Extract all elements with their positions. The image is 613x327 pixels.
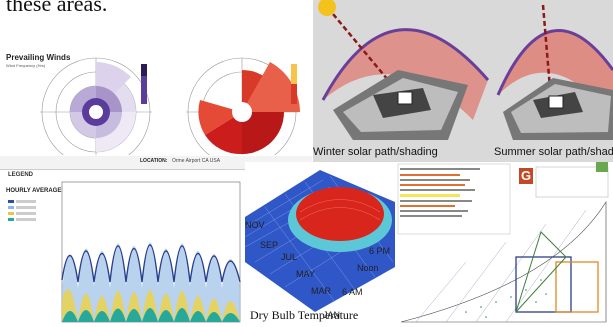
month-label-sep: SEP [260, 240, 279, 250]
dry-bulb-surface-panel: NOV SEP JUL MAY MAR JAN 6 AM Noon 6 PM D… [245, 162, 395, 327]
intro-text: these areas. [6, 0, 108, 16]
month-label-jul: JUL [281, 252, 298, 262]
month-label-jan: JAN [323, 310, 341, 320]
hourly-averages-heading: HOURLY AVERAGES [6, 188, 66, 194]
summer-solar-dome [496, 4, 613, 140]
month-label-mar: MAR [311, 286, 331, 296]
location-label: LOCATION: [140, 158, 168, 164]
legend-swatches [8, 200, 36, 221]
winter-solar-dome [318, 0, 490, 140]
strategy-list [397, 163, 511, 235]
wind-rose-red [186, 57, 300, 155]
solar-path-panel: Winter solar path/shading Summer solar p… [313, 0, 613, 162]
month-label-may: MAY [296, 269, 315, 279]
wind-rose-subtitle-line: Wind Frequency (Hrs) [6, 63, 46, 68]
summer-solar-caption: Summer solar path/shading [494, 146, 613, 158]
wind-rose-panel: Prevailing Winds Wind Frequency (Hrs) [0, 40, 312, 155]
hour-label-6pm: 6 PM [369, 246, 391, 256]
hour-label-noon: Noon [357, 263, 379, 273]
hour-label-6am: 6 AM [342, 287, 363, 297]
psychrometric-panel: G [396, 162, 613, 327]
legend-title: LEGEND [8, 172, 34, 178]
wind-rose-title: Prevailing Winds [6, 53, 71, 62]
hourly-averages-panel: LEGEND HOURLY AVERAGES [0, 170, 245, 327]
wind-rose-subtitle: Wind Frequency (Hrs) [6, 63, 45, 68]
month-label-nov: NOV [245, 220, 265, 230]
psychrometric-chart [400, 162, 609, 323]
surface-plot [245, 170, 395, 312]
wind-rose-purple [40, 57, 152, 155]
hourly-chart [61, 181, 241, 323]
psychrometric-badge: G [519, 168, 533, 184]
dry-bulb-caption: Dry Bulb Temperature [250, 308, 359, 322]
winter-solar-caption: Winter solar path/shading [313, 146, 438, 158]
weather-info-strip: LOCATION: Orme Airport CA USA [0, 156, 312, 170]
location-value: Orme Airport CA USA [172, 158, 221, 164]
